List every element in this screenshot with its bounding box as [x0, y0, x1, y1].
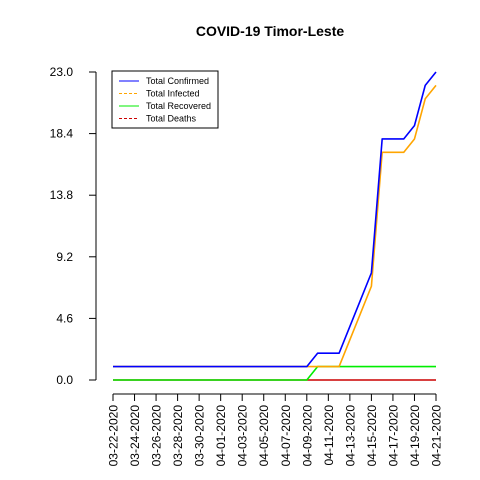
- y-tick-label: 4.6: [56, 311, 73, 325]
- x-tick-label: 04-11-2020: [322, 405, 336, 466]
- legend-label: Total Deaths: [146, 114, 197, 124]
- legend: Total Confirmed Total Infected Total Recov…: [111, 70, 219, 129]
- x-tick-label: 04-03-2020: [236, 405, 250, 467]
- x-tick-label: 04-21-2020: [430, 405, 444, 467]
- x-tick-label: 03-26-2020: [150, 405, 164, 467]
- plot-area: [113, 71, 437, 381]
- x-tick-label: 04-05-2020: [257, 405, 271, 467]
- y-tick-label: 18.4: [50, 127, 74, 141]
- legend-label: Total Infected: [146, 89, 200, 99]
- legend-label: Total Confirmed: [146, 76, 209, 86]
- x-tick-label: 04-19-2020: [408, 405, 422, 467]
- legend-label: Total Recovered: [146, 101, 211, 111]
- y-axis: 0.0 4.6 9.2 13.8 18.4 23.0: [50, 65, 96, 387]
- series-line-total-confirmed: [113, 71, 437, 368]
- x-tick-label: 03-30-2020: [193, 405, 207, 467]
- x-tick-label: 04-01-2020: [214, 405, 228, 467]
- x-tick-label: 03-22-2020: [107, 405, 121, 467]
- x-tick-label: 03-28-2020: [171, 405, 185, 467]
- x-tick-label: 04-13-2020: [343, 405, 357, 467]
- x-tick-label: 03-24-2020: [128, 405, 142, 467]
- x-tick-label: 04-15-2020: [365, 405, 379, 467]
- y-tick-label: 0.0: [56, 373, 73, 387]
- chart-title: COVID-19 Timor-Leste: [196, 23, 345, 39]
- y-tick-label: 9.2: [56, 250, 73, 264]
- x-axis: 03-22-2020 03-24-2020 03-26-2020 03-28-2020…: [107, 394, 444, 466]
- y-tick-label: 13.8: [50, 188, 74, 202]
- x-tick-label: 04-09-2020: [300, 405, 314, 467]
- x-tick-label: 04-07-2020: [279, 405, 293, 467]
- y-tick-label: 23.0: [50, 65, 74, 79]
- x-tick-label: 04-17-2020: [386, 405, 400, 467]
- series-line-total-recovered: [113, 365, 436, 381]
